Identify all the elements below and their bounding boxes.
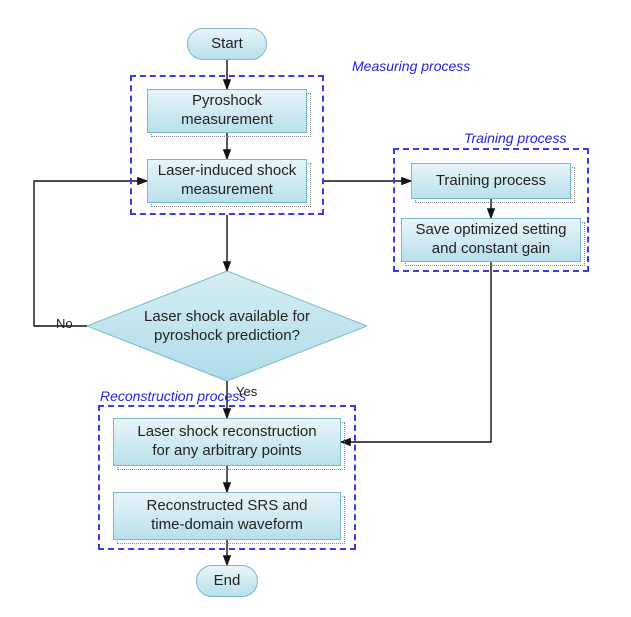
node-train-label: Training process bbox=[436, 172, 546, 191]
node-laser-label: Laser-induced shockmeasurement bbox=[158, 162, 296, 200]
node-decision-label: Laser shock available forpyroshock predi… bbox=[144, 307, 310, 346]
node-decision: Laser shock available forpyroshock predi… bbox=[87, 271, 367, 381]
node-laser: Laser-induced shockmeasurement bbox=[147, 159, 307, 203]
node-end: End bbox=[196, 565, 258, 597]
edge-label: No bbox=[56, 316, 73, 331]
node-pyro: Pyroshockmeasurement bbox=[147, 89, 307, 133]
node-end-label: End bbox=[214, 572, 241, 591]
node-start-label: Start bbox=[211, 35, 243, 54]
group-label-measuring: Measuring process bbox=[352, 58, 470, 74]
edge-label: Yes bbox=[236, 384, 257, 399]
node-save-label: Save optimized settingand constant gain bbox=[416, 221, 567, 259]
node-pyro-label: Pyroshockmeasurement bbox=[181, 92, 273, 130]
node-train: Training process bbox=[411, 163, 571, 199]
node-save: Save optimized settingand constant gain bbox=[401, 218, 581, 262]
node-start: Start bbox=[187, 28, 267, 60]
node-recon-label: Laser shock reconstructionfor any arbitr… bbox=[137, 423, 316, 461]
node-srs-label: Reconstructed SRS andtime-domain wavefor… bbox=[147, 497, 308, 535]
node-recon: Laser shock reconstructionfor any arbitr… bbox=[113, 418, 341, 466]
node-srs: Reconstructed SRS andtime-domain wavefor… bbox=[113, 492, 341, 540]
group-label-training: Training process bbox=[464, 130, 566, 146]
group-label-reconstruction: Reconstruction process bbox=[100, 388, 246, 404]
